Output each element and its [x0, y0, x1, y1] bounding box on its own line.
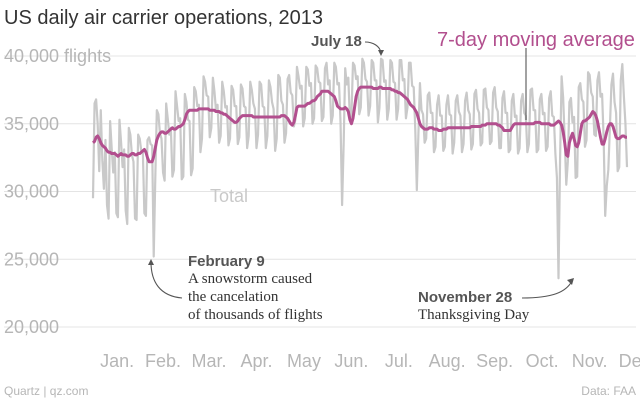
annotation-feb9-line-2: the cancelation	[188, 289, 279, 305]
july18-leader	[364, 41, 382, 54]
x-month-label: Dec.	[619, 351, 640, 371]
annotation-july18-title: July 18	[311, 33, 362, 50]
x-month-label: Jul.	[385, 351, 413, 371]
x-month-label: Oct.	[526, 351, 559, 371]
x-month-label: Mar.	[191, 351, 226, 371]
annotation-nov28-line-1: Thanksgiving Day	[418, 307, 530, 323]
credit-text: Quartz | qz.com	[4, 384, 88, 398]
nov28-arrowhead	[567, 278, 574, 285]
x-month-label: Aug.	[429, 351, 466, 371]
x-month-label: Nov.	[572, 351, 608, 371]
chart-title: US daily air carrier operations, 2013	[4, 7, 323, 29]
july18-arrowhead	[378, 50, 384, 56]
legend-moving-average: 7-day moving average	[437, 29, 635, 51]
legend-total: Total	[210, 186, 248, 206]
y-tick-label: 25,000	[4, 249, 59, 269]
annotation-feb9-line-3: of thousands of flights	[188, 307, 323, 323]
series-group	[91, 57, 629, 280]
series-line-total	[91, 57, 629, 280]
series-line-moving-average	[92, 85, 627, 164]
feb9-arrowhead	[148, 259, 154, 265]
y-tick-label: 30,000	[4, 182, 59, 202]
nov28-leader	[521, 280, 573, 299]
annotation-feb9-line-1: A snowstorm caused	[188, 271, 313, 287]
y-tick-label: 35,000	[4, 114, 59, 134]
x-month-label: Jan.	[100, 351, 134, 371]
x-month-label: Jun.	[334, 351, 368, 371]
source-text: Data: FAA	[581, 384, 636, 398]
y-tick-labels: 20,000 25,000 30,000 35,000 40,000 flights	[4, 46, 111, 337]
x-month-label: Sep.	[476, 351, 513, 371]
annotation-nov28-title: November 28	[418, 289, 512, 306]
x-month-label: May	[287, 351, 321, 371]
y-tick-label: 20,000	[4, 317, 59, 337]
x-month-label: Apr.	[240, 351, 272, 371]
x-month-label: Feb.	[145, 351, 181, 371]
x-month-labels: Jan. Feb. Mar. Apr. May Jun. Jul. Aug. Sep. Oct. N…	[100, 351, 640, 371]
annotation-arrowheads	[148, 50, 574, 285]
y-tick-label: 40,000 flights	[4, 46, 111, 66]
feb9-leader	[150, 261, 183, 299]
annotation-feb9-title: February 9	[188, 253, 265, 270]
